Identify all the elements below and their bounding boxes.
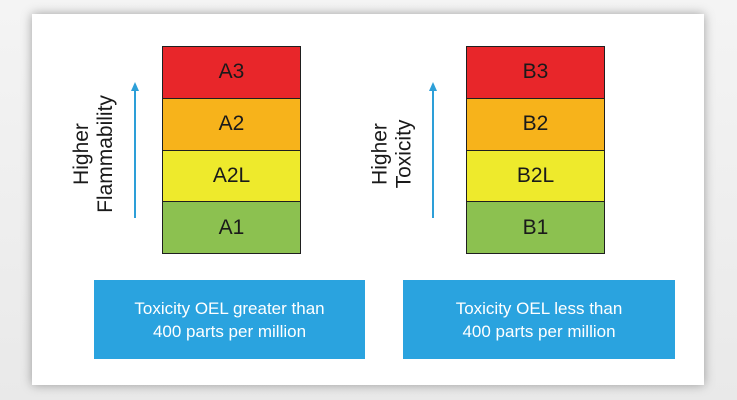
toxicity-less-box: Toxicity OEL less than 400 parts per mil…: [403, 280, 675, 359]
flammability-axis-label-line2: Flammability: [94, 95, 118, 213]
class-cell-a2: A2: [163, 98, 300, 151]
toxicity-greater-box: Toxicity OEL greater than 400 parts per …: [94, 280, 365, 359]
flammability-axis-label: Higher Flammability: [64, 54, 124, 254]
class-cell-a1: A1: [163, 202, 300, 253]
toxicity-axis-label-line2: Toxicity: [392, 119, 416, 189]
class-cell-a3: A3: [163, 47, 300, 99]
toxicity-axis-label-line1: Higher: [368, 123, 392, 185]
diagram-card: Higher Flammability A3 A2 A2L A1 Toxicit…: [32, 14, 704, 385]
toxicity-arrow-icon: [429, 82, 437, 218]
toxicity-greater-line1: Toxicity OEL greater than: [134, 298, 325, 318]
flammability-arrow-icon: [131, 82, 139, 218]
class-cell-b3: B3: [467, 47, 604, 99]
flammability-class-stack: A3 A2 A2L A1: [162, 46, 301, 254]
class-cell-b2l: B2L: [467, 150, 604, 203]
toxicity-greater-line2: 400 parts per million: [152, 321, 307, 341]
toxicity-class-stack: B3 B2 B2L B1: [466, 46, 605, 254]
toxicity-less-line2: 400 parts per million: [462, 321, 616, 341]
class-cell-a2l: A2L: [163, 150, 300, 203]
class-cell-b2: B2: [467, 98, 604, 151]
flammability-axis: Higher Flammability: [64, 54, 144, 254]
toxicity-axis: Higher Toxicity: [362, 54, 442, 254]
toxicity-axis-label: Higher Toxicity: [362, 54, 422, 254]
flammability-axis-label-line1: Higher: [70, 123, 94, 185]
class-cell-b1: B1: [467, 202, 604, 253]
toxicity-less-line1: Toxicity OEL less than: [455, 298, 623, 318]
